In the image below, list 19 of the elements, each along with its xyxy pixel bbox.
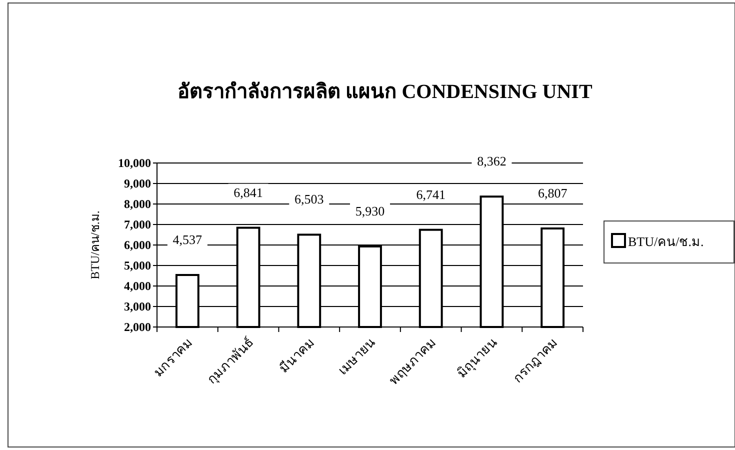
text: 6,741: [416, 186, 446, 202]
chart-title: อัตรากำลังการผลิต แผนก CONDENSING UNIT: [178, 81, 593, 103]
y-tick-label: 3,000: [124, 300, 151, 314]
y-tick-label: 5,000: [124, 258, 151, 272]
y-tick-label: 4,000: [124, 279, 151, 293]
text: 5,930: [355, 203, 385, 218]
y-tick-label: 8,000: [124, 197, 151, 211]
text: 6,807: [538, 185, 568, 200]
text: 6,503: [294, 192, 324, 207]
text: 8,362: [477, 154, 506, 169]
y-axis-title: BTU/คน/ช.ม.: [88, 210, 102, 280]
y-tick-label: 9,000: [124, 176, 151, 190]
text: 4,537: [172, 232, 202, 247]
legend-label: BTU/คน/ช.ม.: [628, 234, 704, 249]
y-tick-label: 10,000: [118, 156, 151, 170]
y-tick-label: 7,000: [124, 218, 151, 232]
y-tick-label: 6,000: [124, 238, 151, 252]
text: 6,841: [234, 184, 263, 200]
y-tick-label: 2,000: [124, 320, 151, 334]
